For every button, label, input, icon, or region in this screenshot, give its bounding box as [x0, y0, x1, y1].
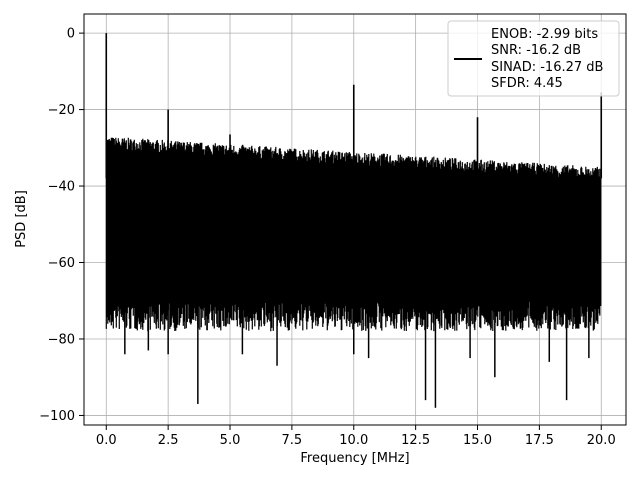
legend-entry-snr: SNR: -16.2 dB — [491, 43, 581, 58]
y-tick-label: −40 — [48, 180, 75, 195]
legend: ENOB: -2.99 bits SNR: -16.2 dB SINAD: -1… — [447, 20, 620, 97]
x-tick-label: 20.0 — [587, 433, 616, 448]
x-tick-label: 12.5 — [401, 433, 430, 448]
plot-frame — [83, 13, 627, 426]
x-tick-label: 10.0 — [339, 433, 368, 448]
y-tick-label: −80 — [48, 332, 75, 347]
legend-entry-enob: ENOB: -2.99 bits — [491, 27, 598, 42]
y-tick-label: 0 — [67, 27, 75, 42]
x-tick-label: 0.0 — [96, 433, 117, 448]
y-tick-label: −20 — [48, 103, 75, 118]
y-tick-label: −100 — [39, 409, 75, 424]
psd-noise-floor — [105, 137, 602, 332]
x-tick-label: 7.5 — [282, 433, 303, 448]
x-tick-label: 2.5 — [158, 433, 179, 448]
psd-series — [105, 33, 603, 408]
legend-entry-sfdr: SFDR: 4.45 — [491, 76, 563, 91]
y-axis-label: PSD [dB] — [14, 190, 29, 248]
x-tick-label: 15.0 — [463, 433, 492, 448]
y-tick-label: −60 — [48, 256, 75, 271]
legend-box — [447, 20, 620, 97]
legend-entry-sinad: SINAD: -16.27 dB — [491, 60, 603, 75]
x-axis-label: Frequency [MHz] — [300, 451, 409, 466]
x-tick-label: 5.0 — [220, 433, 241, 448]
axis-ticks: 0.0 2.5 5.0 7.5 10.0 12.5 15.0 17.5 20.0 0 −20 −40 −… — [39, 27, 615, 448]
x-tick-label: 17.5 — [525, 433, 554, 448]
